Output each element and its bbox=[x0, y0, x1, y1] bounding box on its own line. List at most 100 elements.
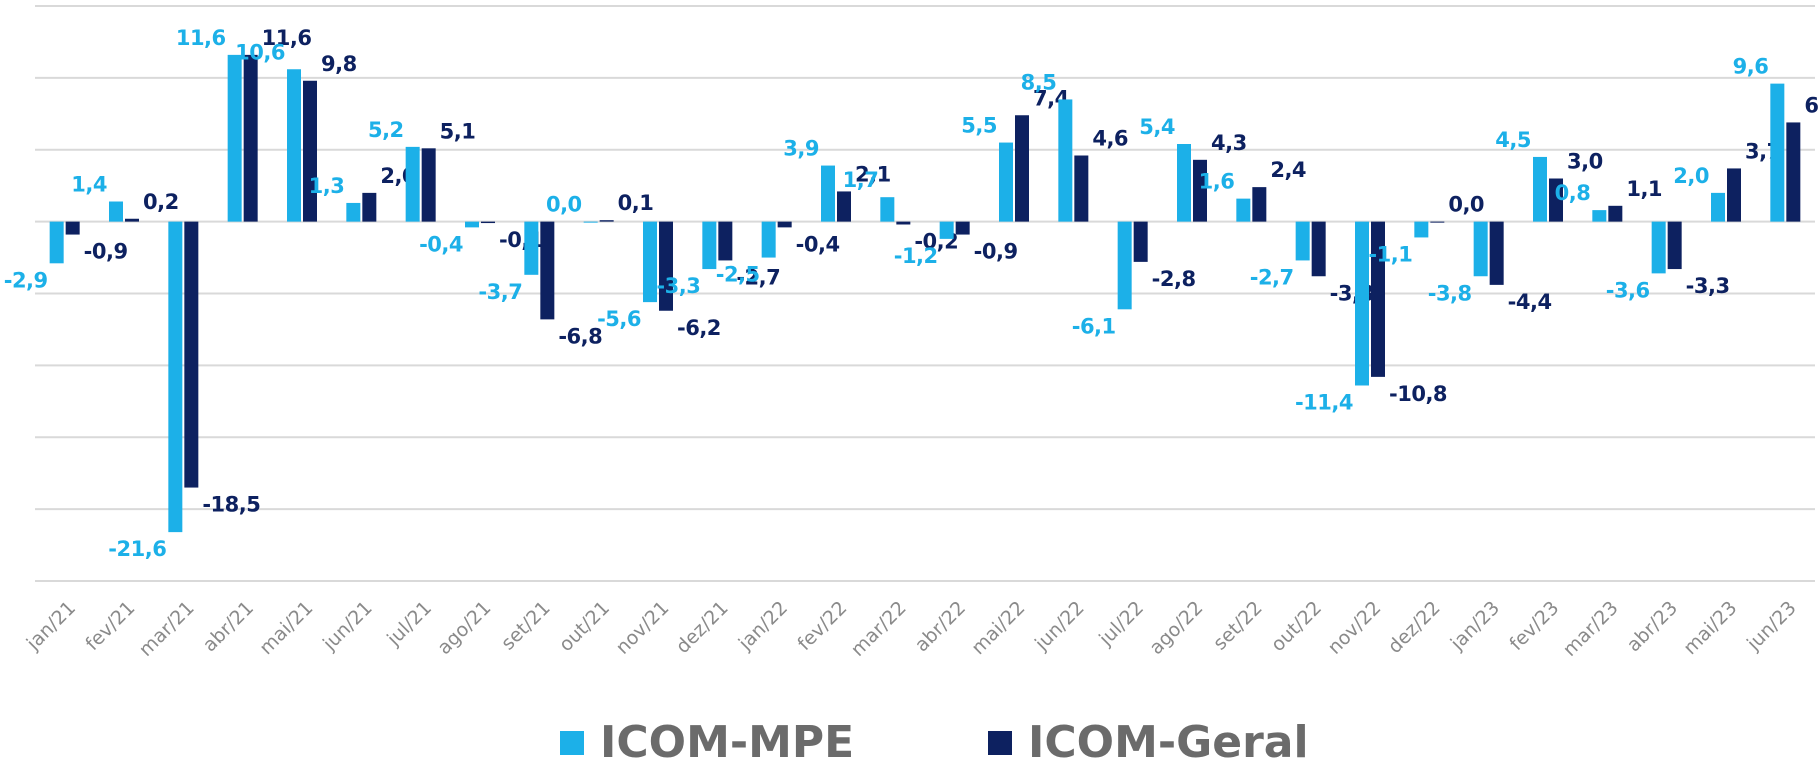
bar bbox=[599, 220, 614, 222]
bar bbox=[1727, 168, 1741, 222]
bar bbox=[125, 218, 139, 222]
data-label: 3,9 bbox=[783, 137, 819, 161]
bar bbox=[821, 165, 835, 222]
bar bbox=[421, 148, 436, 222]
x-tick-label: fev/23 bbox=[1505, 597, 1563, 655]
bar bbox=[346, 202, 361, 222]
bar bbox=[109, 201, 123, 222]
bar bbox=[1117, 221, 1132, 310]
bar bbox=[777, 221, 792, 228]
bar bbox=[1371, 221, 1385, 377]
data-label: 1,3 bbox=[309, 174, 345, 198]
bar bbox=[1193, 159, 1207, 222]
bar bbox=[65, 221, 80, 235]
data-label: 4,3 bbox=[1211, 131, 1247, 155]
data-label: 0,0 bbox=[546, 193, 582, 217]
data-label: -21,6 bbox=[108, 537, 166, 561]
x-tick-label: jan/23 bbox=[1446, 597, 1504, 655]
x-tick-label: mai/23 bbox=[1679, 597, 1741, 659]
data-label: 0,8 bbox=[1555, 181, 1591, 205]
bar bbox=[1295, 221, 1310, 261]
data-label: 0,0 bbox=[1448, 193, 1484, 217]
data-label: -3,3 bbox=[1686, 274, 1730, 298]
x-tick-label: set/22 bbox=[1209, 597, 1267, 655]
data-label: -18,5 bbox=[202, 493, 260, 517]
bar bbox=[524, 221, 539, 275]
data-label: 5,4 bbox=[1139, 115, 1175, 139]
bar bbox=[405, 146, 420, 222]
legend-label: ICOM-Geral bbox=[1028, 717, 1309, 768]
bar bbox=[1430, 221, 1445, 223]
bar bbox=[1549, 178, 1563, 222]
bar bbox=[184, 221, 199, 488]
data-label: 1,1 bbox=[1626, 177, 1662, 201]
data-label: -0,4 bbox=[796, 232, 840, 256]
data-label: 0,1 bbox=[618, 191, 654, 215]
bar bbox=[1786, 122, 1801, 222]
x-tick-label: mai/22 bbox=[967, 597, 1029, 659]
data-label: -2,8 bbox=[1152, 267, 1196, 291]
legend-label: ICOM-MPE bbox=[600, 717, 854, 768]
bar bbox=[1651, 221, 1666, 274]
bar bbox=[837, 191, 851, 222]
data-label: 2,0 bbox=[1673, 164, 1709, 188]
bar bbox=[540, 221, 555, 320]
x-tick-label: nov/22 bbox=[1324, 597, 1386, 659]
data-label: -11,4 bbox=[1295, 391, 1353, 415]
data-label: -1,2 bbox=[894, 244, 938, 268]
bar bbox=[49, 221, 64, 264]
x-tick-label: fev/22 bbox=[793, 597, 851, 655]
bar bbox=[955, 221, 970, 235]
data-label: 8,5 bbox=[1021, 70, 1057, 94]
x-tick-label: mar/21 bbox=[135, 597, 199, 661]
data-label: 9,6 bbox=[1733, 55, 1769, 79]
bar bbox=[1355, 221, 1369, 386]
bar bbox=[1489, 221, 1504, 285]
data-label: 1,4 bbox=[71, 173, 107, 197]
bar bbox=[1473, 221, 1488, 277]
bar bbox=[465, 221, 479, 228]
bar bbox=[1252, 187, 1267, 222]
data-label: -3,7 bbox=[478, 280, 522, 304]
legend-swatch bbox=[560, 731, 584, 755]
data-label: -6,2 bbox=[677, 316, 721, 340]
bar bbox=[1177, 144, 1191, 222]
data-label: -4,4 bbox=[1508, 290, 1552, 314]
data-label: 4,6 bbox=[1092, 127, 1128, 151]
data-label: 9,8 bbox=[321, 52, 357, 76]
bar bbox=[1015, 115, 1029, 222]
bar bbox=[168, 221, 183, 533]
data-label: -1,1 bbox=[1368, 242, 1412, 266]
bar bbox=[303, 80, 317, 222]
x-tick-label: dez/22 bbox=[1384, 597, 1445, 658]
x-tick-label: jul/22 bbox=[1094, 597, 1148, 651]
data-label: 1,7 bbox=[843, 168, 879, 192]
legend-swatch bbox=[988, 731, 1012, 755]
bar bbox=[227, 54, 242, 222]
data-label: -6,1 bbox=[1072, 314, 1116, 338]
bar bbox=[718, 221, 733, 261]
x-tick-label: fev/21 bbox=[81, 597, 139, 655]
bar bbox=[761, 221, 776, 258]
data-label: -2,7 bbox=[736, 265, 780, 289]
bar bbox=[643, 221, 657, 303]
data-label: 0,2 bbox=[143, 190, 179, 214]
x-tick-label: jun/23 bbox=[1742, 597, 1801, 656]
x-tick-label: dez/21 bbox=[672, 597, 733, 658]
data-label: -3,3 bbox=[656, 274, 700, 298]
bar bbox=[1074, 155, 1089, 222]
bar bbox=[939, 221, 954, 239]
data-label: -10,8 bbox=[1389, 382, 1447, 406]
x-tick-label: ago/22 bbox=[1145, 597, 1207, 659]
bar bbox=[880, 197, 895, 222]
bar bbox=[999, 142, 1013, 222]
data-label: -0,9 bbox=[974, 240, 1018, 264]
data-label: 10,6 bbox=[235, 40, 285, 64]
x-tick-label: set/21 bbox=[497, 597, 555, 655]
bar bbox=[287, 69, 301, 222]
data-label: 11,6 bbox=[262, 26, 312, 50]
data-label: -0,9 bbox=[84, 240, 128, 264]
data-label: -2,9 bbox=[4, 268, 48, 292]
data-label: 3,0 bbox=[1567, 150, 1603, 174]
bar bbox=[1592, 210, 1607, 222]
